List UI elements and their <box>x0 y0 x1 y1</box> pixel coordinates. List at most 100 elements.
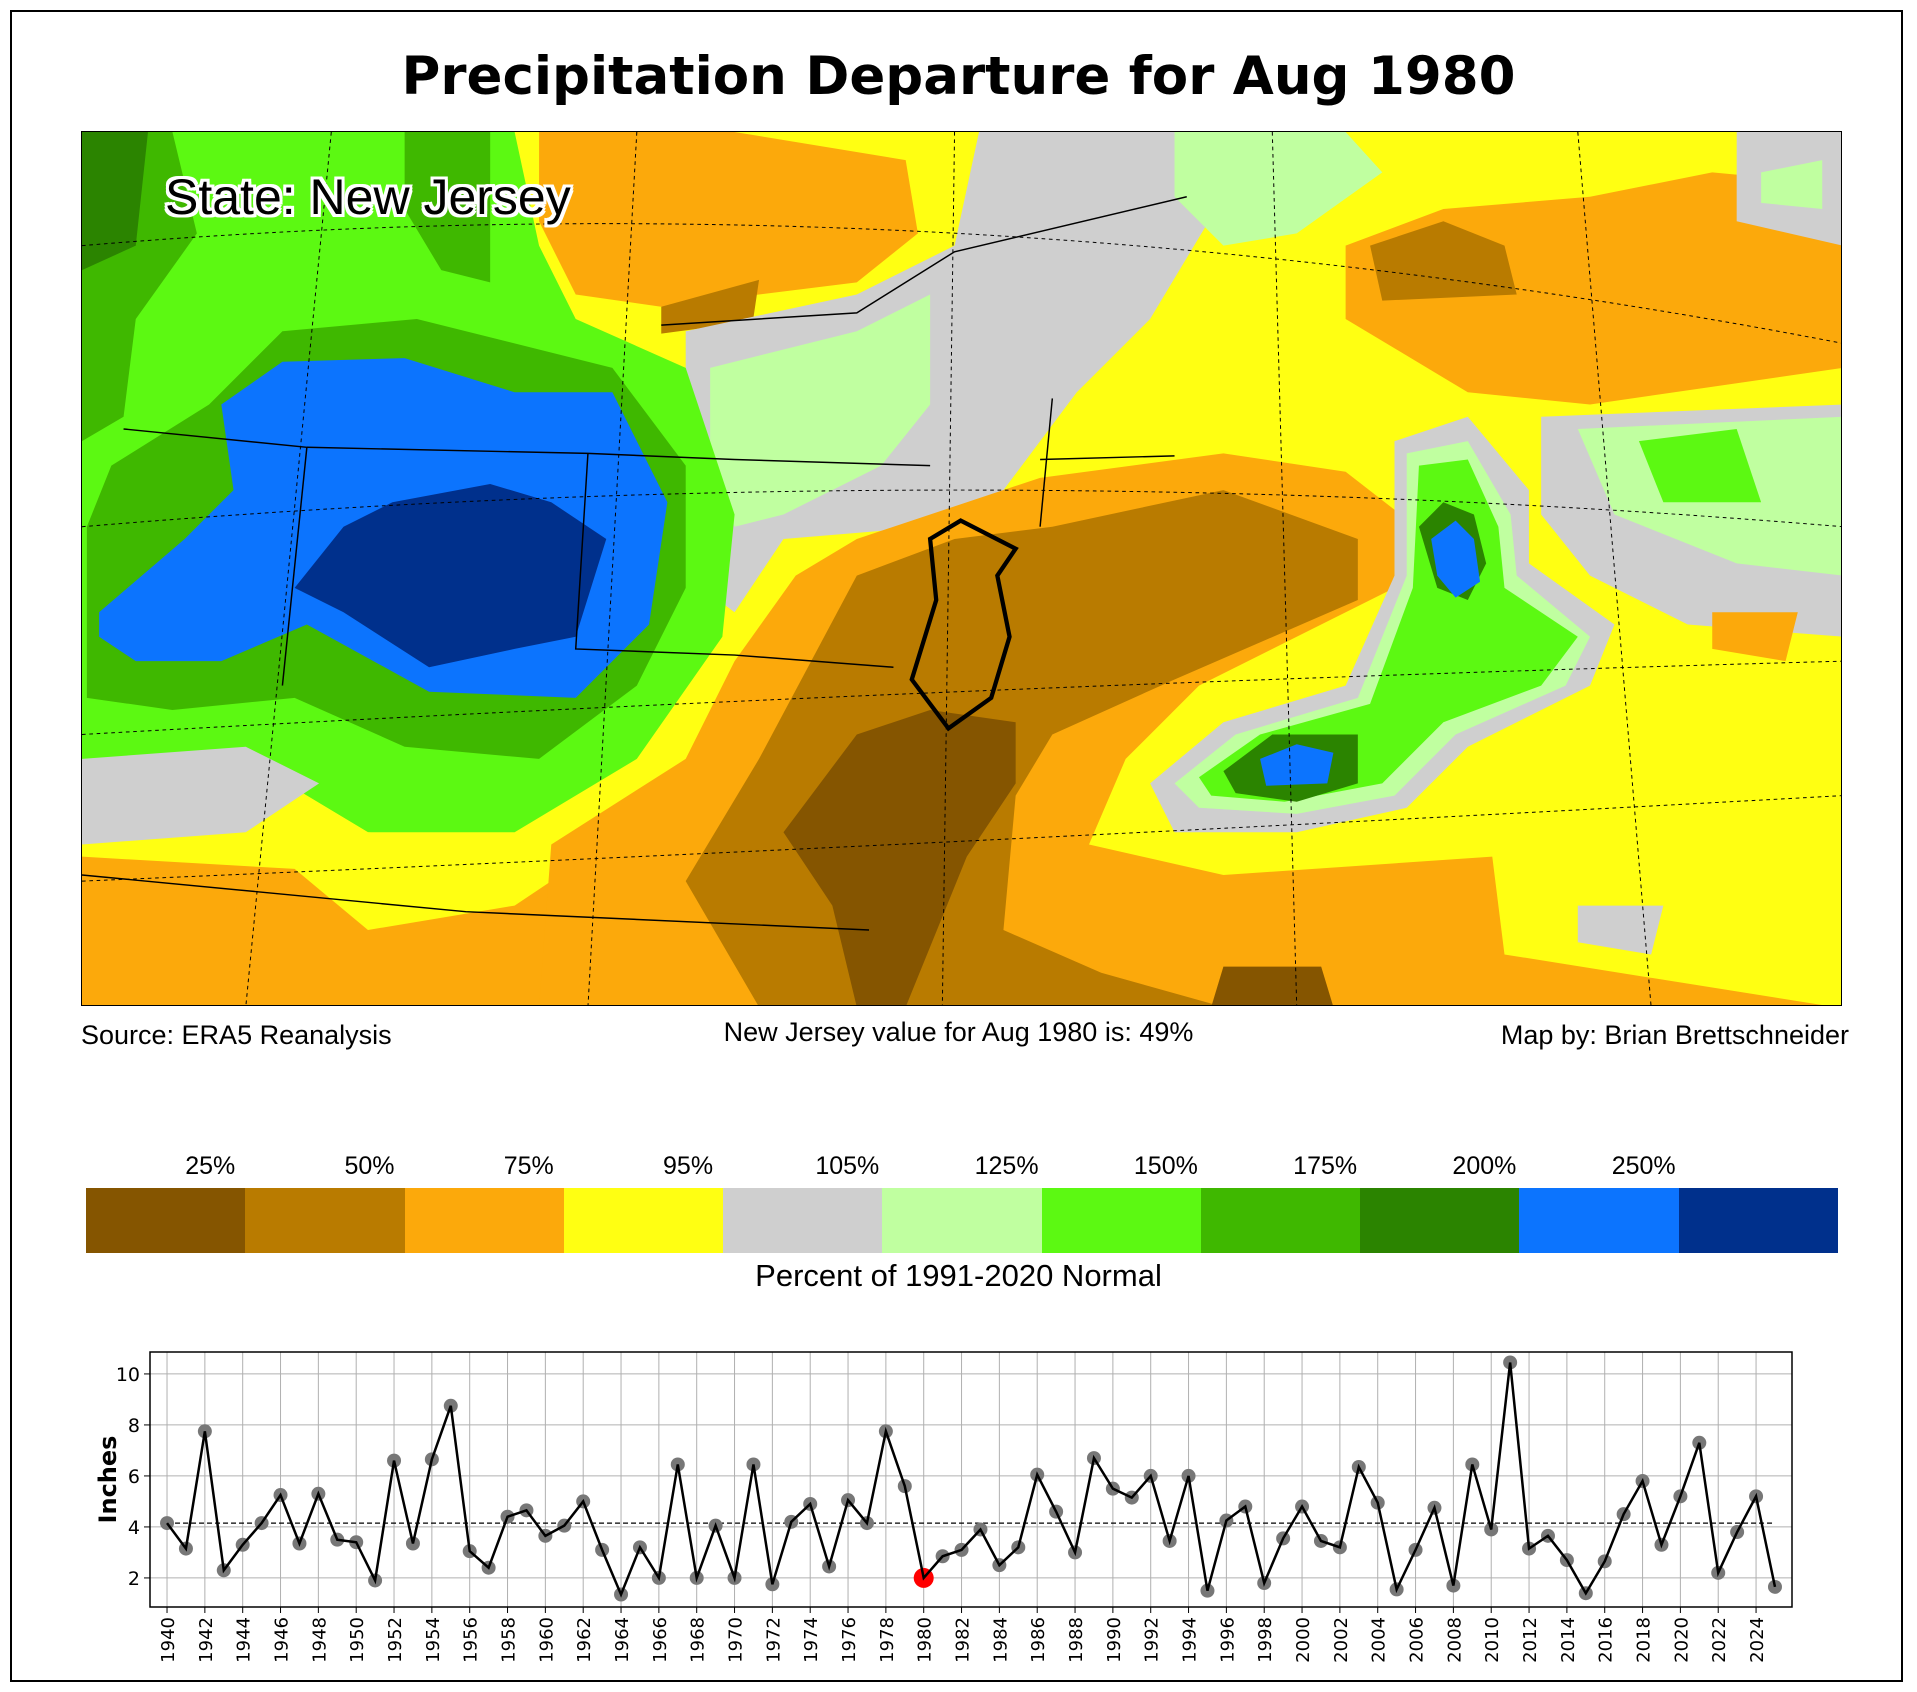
y-axis-label: Inches <box>94 1436 122 1524</box>
source-text: Source: ERA5 Reanalysis <box>81 1020 392 1050</box>
colorbar-swatch <box>1041 1188 1201 1253</box>
x-tick-label: 2000 <box>1293 1617 1314 1663</box>
x-tick-label: 2014 <box>1558 1617 1579 1663</box>
region-blue <box>1431 520 1481 598</box>
x-tick-label: 1968 <box>688 1617 709 1663</box>
region-orange <box>1345 172 1841 405</box>
x-tick-label: 1998 <box>1255 1617 1276 1663</box>
x-tick-label: 2018 <box>1634 1617 1655 1663</box>
region-brown <box>1370 221 1517 301</box>
x-tick-label: 2008 <box>1444 1617 1465 1663</box>
x-tick-label: 1982 <box>953 1617 974 1663</box>
region-darkgreen <box>82 132 148 271</box>
region-darkbrown <box>1211 966 1333 1005</box>
x-tick-label: 1940 <box>158 1617 179 1663</box>
x-tick-label: 1972 <box>763 1617 784 1663</box>
region-green <box>1638 428 1762 503</box>
x-tick-label: 1960 <box>536 1617 557 1663</box>
x-tick-label: 1974 <box>801 1617 822 1663</box>
colorbar <box>86 1188 1838 1253</box>
colorbar-swatch <box>1360 1188 1520 1253</box>
region-green <box>1198 459 1578 802</box>
x-tick-label: 1950 <box>347 1617 368 1663</box>
figure-title: Precipitation Departure for Aug 1980 <box>401 46 1516 107</box>
x-tick-label: 2020 <box>1671 1617 1692 1663</box>
x-tick-label: 1952 <box>385 1617 406 1663</box>
colorbar-label: 95% <box>663 1152 714 1180</box>
x-tick-label: 1958 <box>499 1617 520 1663</box>
x-tick-label: 1946 <box>272 1617 293 1663</box>
x-tick-label: 2024 <box>1747 1617 1768 1663</box>
region-orange <box>1712 612 1798 662</box>
y-tick-label: 6 <box>128 1466 140 1488</box>
x-tick-label: 1966 <box>650 1617 671 1663</box>
colorbar-swatch <box>882 1188 1042 1253</box>
colorbar-swatch <box>1678 1188 1838 1253</box>
colorbar-swatch <box>404 1188 564 1253</box>
x-tick-label: 1956 <box>461 1617 482 1663</box>
x-tick-label: 1996 <box>1217 1617 1238 1663</box>
figure-border <box>10 10 1903 1682</box>
x-tick-label: 1944 <box>234 1617 255 1663</box>
state-value-text: New Jersey value for Aug 1980 is: 49% <box>723 1017 1194 1047</box>
map-canvas <box>82 132 1841 1005</box>
y-tick-label: 2 <box>128 1568 140 1590</box>
colorbar-label: 250% <box>1611 1152 1676 1180</box>
new-jersey-outline <box>909 518 1019 732</box>
x-tick-label: 1992 <box>1142 1617 1163 1663</box>
colorbar-label: 125% <box>974 1152 1039 1180</box>
x-tick-label: 2004 <box>1369 1617 1390 1663</box>
region-lightgreen <box>710 294 931 527</box>
x-tick-label: 2006 <box>1407 1617 1428 1663</box>
colorbar-label: 75% <box>503 1152 554 1180</box>
x-tick-label: 2022 <box>1709 1617 1730 1663</box>
region-lightgreen <box>1174 132 1383 246</box>
colorbar-label: 50% <box>344 1152 395 1180</box>
region-gray <box>82 746 320 845</box>
colorbar-label: 175% <box>1293 1152 1358 1180</box>
x-tick-label: 1988 <box>1066 1617 1087 1663</box>
colorbar-swatch <box>245 1188 405 1253</box>
x-tick-label: 1978 <box>877 1617 898 1663</box>
x-tick-label: 1984 <box>990 1617 1011 1663</box>
graticule <box>82 132 1841 1005</box>
x-tick-label: 1976 <box>839 1617 860 1663</box>
state-label: State: New Jersey <box>165 169 571 225</box>
x-tick-label: 1994 <box>1180 1617 1201 1663</box>
series-line <box>166 1362 1777 1598</box>
x-tick-label: 2010 <box>1482 1617 1503 1663</box>
region-gray <box>1577 905 1664 955</box>
region-orange <box>539 132 918 307</box>
plot-frame <box>149 1351 1793 1608</box>
x-tick-label: 1954 <box>423 1617 444 1663</box>
y-tick-label: 10 <box>116 1364 140 1386</box>
precipitation-map <box>81 131 1842 1006</box>
region-lightgreen <box>1761 160 1823 209</box>
colorbar-swatch <box>563 1188 724 1253</box>
colorbar-label: 200% <box>1452 1152 1517 1180</box>
x-tick-label: 1964 <box>612 1617 633 1663</box>
x-tick-label: 2016 <box>1596 1617 1617 1663</box>
colorbar-swatch <box>1519 1188 1679 1253</box>
colorbar-label: 105% <box>815 1152 880 1180</box>
region-blue <box>1260 744 1334 786</box>
x-tick-label: 1970 <box>726 1617 747 1663</box>
region-midgreen <box>404 132 491 283</box>
colorbar-label: 25% <box>185 1152 236 1180</box>
colorbar-swatch <box>86 1188 246 1253</box>
colorbar-label: 150% <box>1133 1152 1198 1180</box>
x-tick-label: 1948 <box>309 1617 330 1663</box>
region-darkblue <box>294 483 607 668</box>
x-tick-label: 2002 <box>1331 1617 1352 1663</box>
x-tick-label: 1990 <box>1104 1617 1125 1663</box>
credit-text: Map by: Brian Brettschneider <box>1500 1020 1849 1050</box>
y-tick-label: 8 <box>128 1415 140 1437</box>
x-tick-label: 1986 <box>1028 1617 1049 1663</box>
x-tick-label: 1942 <box>196 1617 217 1663</box>
x-tick-label: 2012 <box>1520 1617 1541 1663</box>
x-tick-label: 1962 <box>574 1617 595 1663</box>
region-darkbrown <box>783 710 1016 1005</box>
colorbar-title: Percent of 1991-2020 Normal <box>755 1258 1162 1293</box>
